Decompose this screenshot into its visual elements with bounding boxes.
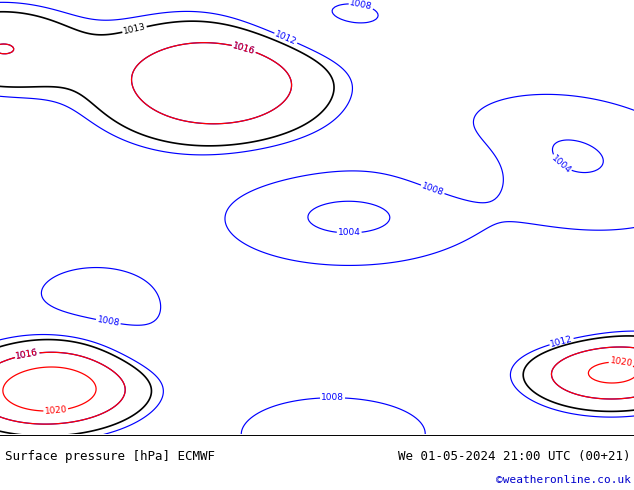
Text: 1012: 1012 <box>549 334 574 349</box>
Text: 1004: 1004 <box>550 153 573 175</box>
Text: 1016: 1016 <box>231 41 256 56</box>
Text: 1020: 1020 <box>44 405 68 416</box>
Text: 1016: 1016 <box>15 348 39 361</box>
Text: 1008: 1008 <box>420 181 445 197</box>
Text: Surface pressure [hPa] ECMWF: Surface pressure [hPa] ECMWF <box>5 450 215 463</box>
Text: 1012: 1012 <box>273 29 298 47</box>
Text: 1008: 1008 <box>96 315 120 328</box>
Text: 1013: 1013 <box>122 23 146 36</box>
Text: 1016: 1016 <box>15 348 39 361</box>
Text: ©weatheronline.co.uk: ©weatheronline.co.uk <box>496 475 631 486</box>
Text: 1016: 1016 <box>231 41 256 56</box>
Text: 1020: 1020 <box>609 356 633 368</box>
Text: 1008: 1008 <box>321 393 344 402</box>
Text: We 01-05-2024 21:00 UTC (00+21): We 01-05-2024 21:00 UTC (00+21) <box>398 450 631 463</box>
Text: 1004: 1004 <box>338 228 361 238</box>
Text: 1008: 1008 <box>349 0 373 12</box>
